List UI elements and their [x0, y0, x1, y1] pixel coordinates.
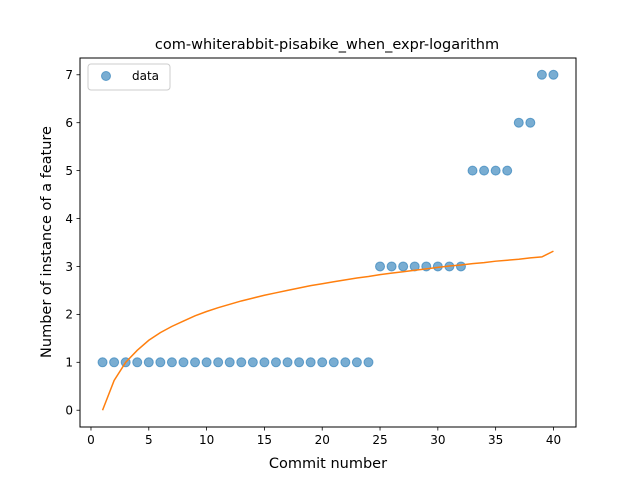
- data-point: [236, 357, 247, 368]
- axis-ticks: 0 5 10 15 20 25 30 35 40 0 1 2 3 4 5 6 7: [65, 68, 561, 447]
- legend-marker: [101, 71, 111, 81]
- data-point: [455, 261, 466, 272]
- data-point: [201, 357, 212, 368]
- data-point: [479, 165, 490, 176]
- data-point: [213, 357, 224, 368]
- legend-label-data: data: [132, 69, 159, 83]
- data-point: [398, 261, 409, 272]
- data-point: [536, 69, 547, 80]
- data-point: [525, 117, 536, 128]
- data-point: [132, 357, 143, 368]
- data-point: [317, 357, 328, 368]
- data-point: [270, 357, 281, 368]
- data-point: [282, 357, 293, 368]
- x-tick-label: 25: [372, 433, 387, 447]
- legend: data: [87, 63, 171, 91]
- data-point: [375, 261, 386, 272]
- x-tick-label: 30: [430, 433, 445, 447]
- data-point: [155, 357, 166, 368]
- data-point: [178, 357, 189, 368]
- data-point: [351, 357, 362, 368]
- fit-line: [101, 250, 554, 411]
- x-tick-label: 10: [199, 433, 214, 447]
- axes-frame: [79, 57, 577, 428]
- y-tick-label: 7: [65, 68, 73, 82]
- y-tick-label: 2: [65, 308, 73, 322]
- data-point: [224, 357, 235, 368]
- x-tick-label: 35: [488, 433, 503, 447]
- y-tick-label: 0: [65, 404, 73, 418]
- data-point: [363, 357, 374, 368]
- y-axis-label: Number of instance of a feature: [39, 126, 55, 358]
- data-point: [109, 357, 120, 368]
- x-tick-label: 15: [257, 433, 272, 447]
- data-point: [259, 357, 270, 368]
- x-tick-label: 40: [546, 433, 561, 447]
- data-point: [305, 357, 316, 368]
- y-tick-label: 5: [65, 164, 73, 178]
- x-axis-label: Commit number: [269, 456, 387, 472]
- data-point: [143, 357, 154, 368]
- data-point: [328, 357, 339, 368]
- data-point: [340, 357, 351, 368]
- x-tick-label: 0: [87, 433, 95, 447]
- data-point: [294, 357, 305, 368]
- x-tick-label: 5: [145, 433, 153, 447]
- data-point: [190, 357, 201, 368]
- data-point: [490, 165, 501, 176]
- y-tick-label: 3: [65, 260, 73, 274]
- data-point: [513, 117, 524, 128]
- x-tick-label: 20: [315, 433, 330, 447]
- chart-title: com-whiterabbit-pisabike_when_expr-logar…: [155, 37, 499, 53]
- data-point: [548, 69, 559, 80]
- y-tick-label: 4: [65, 212, 73, 226]
- data-point: [166, 357, 177, 368]
- legend-box: [87, 63, 171, 91]
- data-point: [386, 261, 397, 272]
- data-point: [467, 165, 478, 176]
- data-point: [502, 165, 513, 176]
- plot-area: [97, 69, 559, 411]
- y-tick-label: 1: [65, 356, 73, 370]
- y-tick-label: 6: [65, 116, 73, 130]
- data-point: [97, 357, 108, 368]
- data-point: [247, 357, 258, 368]
